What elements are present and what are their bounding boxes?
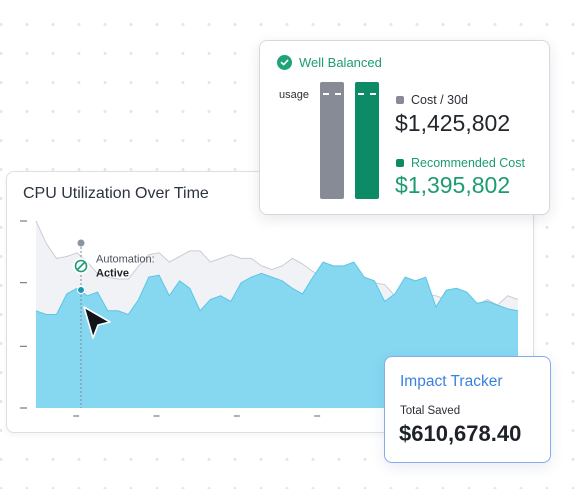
status-label: Well Balanced <box>299 55 382 70</box>
automation-marker-top-point <box>77 239 85 247</box>
impact-tracker-title: Impact Tracker <box>400 373 503 390</box>
usage-marker <box>323 93 341 95</box>
cost-legend: Cost / 30d <box>396 93 468 107</box>
recommended-swatch <box>396 159 404 167</box>
cost-label: Cost / 30d <box>411 93 468 107</box>
total-saved-value: $610,678.40 <box>399 421 522 446</box>
recommended-label: Recommended Cost <box>411 156 525 170</box>
impact-tracker-card: Impact Tracker Total Saved $610,678.40 <box>384 356 551 463</box>
recommended-legend: Recommended Cost <box>396 156 525 170</box>
recommended-cost-bar <box>355 82 379 199</box>
balance-card: Well Balanced usage Cost / 30d $1,425,80… <box>259 40 550 215</box>
automation-status: Active <box>96 268 129 280</box>
cost-value: $1,425,802 <box>395 110 511 136</box>
usage-line <box>35 261 519 316</box>
current-cost-bar <box>320 82 344 199</box>
usage-label: usage <box>279 89 309 101</box>
cpu-chart-title: CPU Utilization Over Time <box>23 185 209 202</box>
cost-swatch <box>396 96 404 104</box>
pointer-cursor-icon[interactable] <box>83 306 111 339</box>
total-saved-label: Total Saved <box>400 405 461 417</box>
capacity-line <box>35 220 519 306</box>
automation-label: Automation: <box>96 254 155 266</box>
usage-marker <box>358 93 376 95</box>
recommended-value: $1,395,802 <box>395 172 511 198</box>
automation-status-icon <box>73 258 89 274</box>
status-badge: Well Balanced <box>277 55 382 70</box>
automation-marker-bottom-point <box>77 286 85 294</box>
check-circle-icon <box>277 55 292 70</box>
